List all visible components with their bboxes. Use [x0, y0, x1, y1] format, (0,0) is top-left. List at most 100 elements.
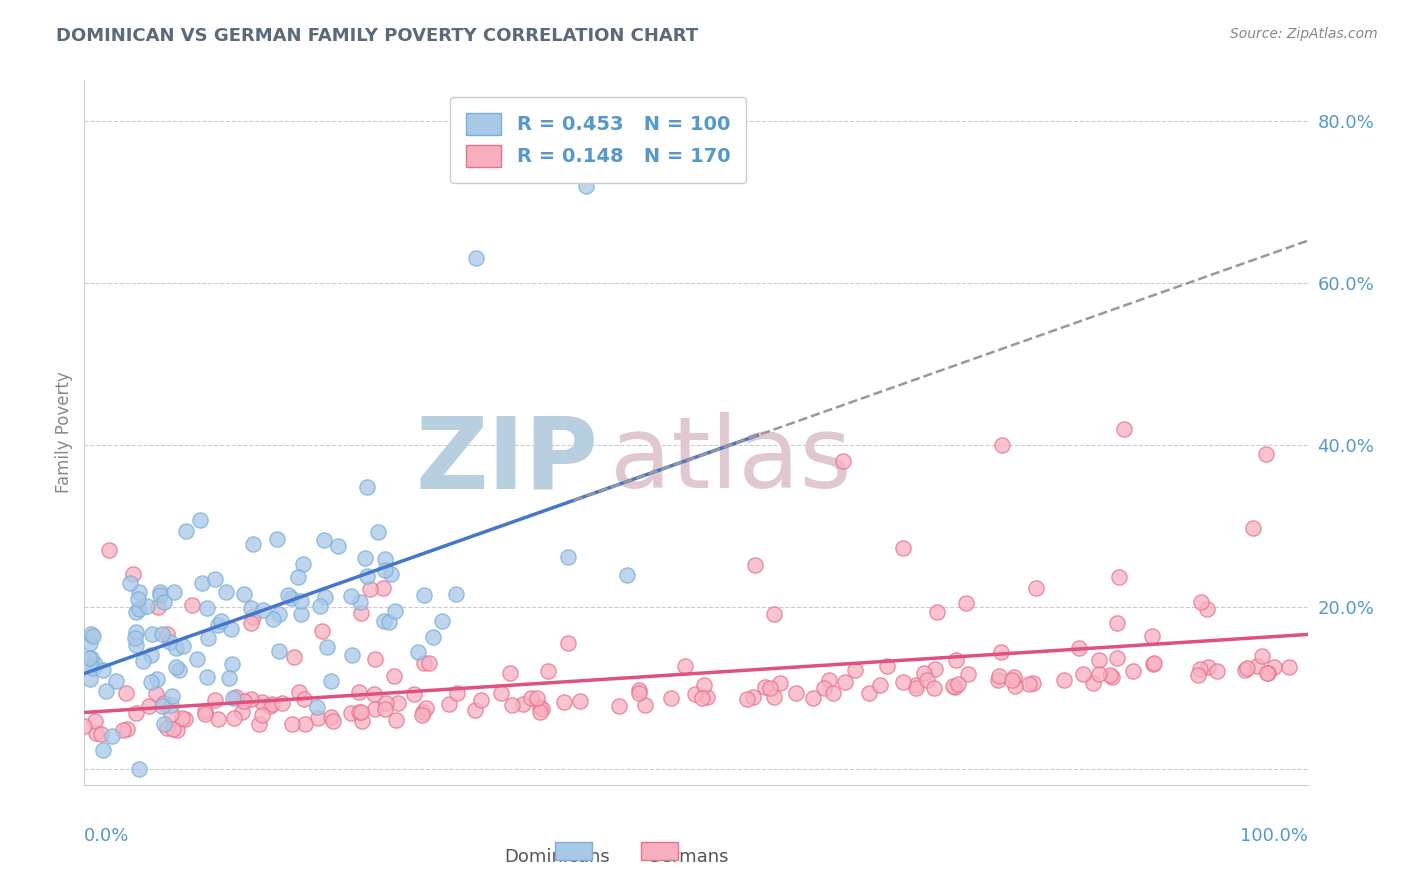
Point — [384, 604, 406, 618]
Point — [464, 252, 486, 266]
Point — [186, 652, 208, 666]
Point — [1098, 668, 1121, 682]
Point — [259, 699, 281, 714]
Point — [160, 706, 183, 721]
Point — [512, 698, 534, 712]
Point — [364, 652, 387, 666]
Point — [374, 552, 396, 566]
Point — [340, 590, 363, 604]
Point — [136, 599, 159, 614]
Point — [470, 692, 492, 706]
Point — [813, 681, 835, 695]
Point — [350, 706, 373, 720]
Point — [575, 178, 598, 193]
Point — [769, 676, 792, 690]
Point — [1143, 656, 1166, 670]
Point — [150, 698, 173, 713]
Point — [283, 650, 305, 665]
Point — [240, 691, 263, 706]
Point — [569, 693, 592, 707]
Point — [373, 581, 395, 595]
Text: Dominicans: Dominicans — [505, 848, 610, 866]
Point — [163, 585, 186, 599]
Point — [501, 698, 523, 712]
Point — [141, 626, 163, 640]
Point — [1001, 673, 1024, 688]
Text: Germans: Germans — [647, 848, 728, 866]
Point — [1122, 664, 1144, 678]
Point — [693, 678, 716, 692]
Point — [869, 678, 891, 692]
Legend: R = 0.453   N = 100, R = 0.148   N = 170: R = 0.453 N = 100, R = 0.148 N = 170 — [450, 97, 745, 183]
Text: 100.0%: 100.0% — [1240, 827, 1308, 846]
Point — [831, 454, 853, 468]
Point — [763, 690, 786, 705]
Point — [742, 690, 765, 704]
Point — [174, 524, 197, 539]
Point — [537, 665, 560, 679]
Point — [262, 697, 284, 711]
Point — [690, 690, 713, 705]
Point — [112, 723, 135, 738]
Point — [141, 648, 163, 662]
Point — [1254, 448, 1277, 462]
Point — [557, 549, 579, 564]
Point — [288, 685, 311, 699]
Point — [616, 568, 638, 582]
Point — [406, 645, 429, 659]
Point — [294, 717, 316, 731]
Point — [905, 681, 928, 695]
Point — [1278, 660, 1301, 674]
Point — [1018, 677, 1040, 691]
Point — [744, 558, 766, 573]
Point — [430, 615, 453, 629]
Point — [122, 567, 145, 582]
Point — [956, 666, 979, 681]
Point — [215, 584, 238, 599]
Point — [1071, 666, 1094, 681]
Point — [891, 541, 914, 556]
Point — [634, 698, 657, 713]
Point — [519, 690, 541, 705]
Point — [321, 673, 343, 688]
Point — [287, 570, 309, 584]
Point — [270, 696, 292, 710]
Point — [374, 563, 396, 577]
Point — [876, 659, 898, 673]
Point — [233, 587, 256, 601]
Point — [607, 699, 630, 714]
Point — [266, 532, 288, 546]
Point — [529, 699, 551, 714]
Text: ZIP: ZIP — [415, 412, 598, 509]
Point — [150, 627, 173, 641]
Point — [413, 588, 436, 602]
Point — [349, 594, 371, 608]
Point — [207, 712, 229, 726]
Point — [412, 705, 434, 719]
Point — [375, 696, 398, 710]
Point — [444, 587, 467, 601]
Point — [219, 622, 242, 636]
Point — [231, 705, 253, 719]
Point — [1236, 661, 1258, 675]
Point — [191, 576, 214, 591]
Point — [162, 689, 184, 703]
Point — [1108, 570, 1130, 584]
Point — [858, 686, 880, 700]
Point — [77, 651, 100, 665]
Point — [1107, 650, 1129, 665]
Point — [1234, 663, 1257, 677]
Point — [79, 672, 101, 686]
Point — [1257, 665, 1279, 680]
Point — [159, 635, 181, 649]
Point — [1256, 666, 1278, 681]
Point — [1088, 666, 1111, 681]
Point — [628, 683, 651, 698]
Point — [309, 599, 332, 614]
Point — [156, 627, 179, 641]
Point — [413, 656, 436, 670]
Point — [1246, 658, 1268, 673]
Point — [84, 714, 107, 728]
Point — [105, 673, 128, 688]
Point — [209, 614, 232, 628]
